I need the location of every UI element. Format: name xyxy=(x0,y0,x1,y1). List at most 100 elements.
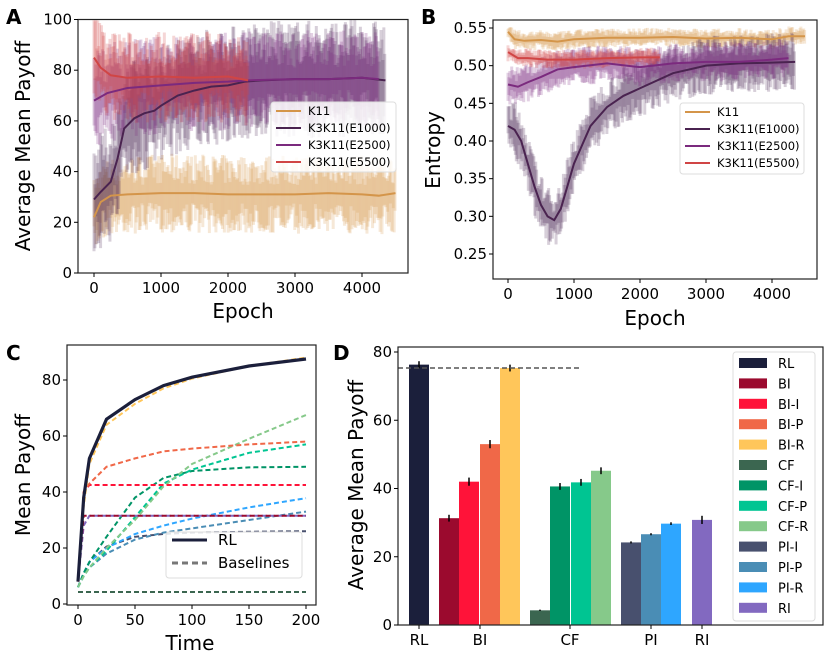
bar-bi-p xyxy=(480,444,500,625)
curve-cf-i xyxy=(77,465,307,588)
d-xtick-label: PI xyxy=(644,631,657,649)
p0-ytick-label: 0 xyxy=(62,264,72,282)
curve-rl xyxy=(76,357,307,582)
p1-ytick-label: 0.50 xyxy=(454,57,487,75)
series-line-k3k11e1000 xyxy=(507,60,796,222)
p1-xtick-label: 0 xyxy=(503,285,513,303)
legend-label: CF xyxy=(778,459,795,474)
legend-label: BI-I xyxy=(778,398,799,413)
p0-frame xyxy=(77,18,409,274)
series-line-k11 xyxy=(507,31,805,43)
curve-cf-p xyxy=(77,443,307,588)
bar-pi-p xyxy=(641,534,661,625)
p2-ytick-label: 60 xyxy=(42,427,61,445)
curve-cf-r xyxy=(77,414,307,588)
series-line-k3k11e5500 xyxy=(507,51,660,61)
bar-pi-i xyxy=(621,542,641,625)
legend-label: PI-P xyxy=(778,561,802,576)
legend xyxy=(270,101,397,173)
legend-swatch xyxy=(739,521,767,532)
legend-label: BI-P xyxy=(778,418,803,433)
legend-swatch xyxy=(739,378,767,389)
p2-ytick-label: 20 xyxy=(42,539,61,557)
legend-swatch xyxy=(739,358,767,368)
p1-ytick-label: 0.25 xyxy=(454,245,487,263)
legend-label: K11 xyxy=(308,104,330,118)
p1-xtick-label: 4000 xyxy=(753,285,791,303)
legend-label: BI-R xyxy=(778,439,804,454)
p0-xtick-label: 0 xyxy=(89,279,99,297)
legend-label: PI-R xyxy=(778,581,803,596)
legend-label: K3K11(E2500) xyxy=(308,138,391,152)
p0-ytick-label: 40 xyxy=(53,163,72,181)
p2-xtick-label: 100 xyxy=(178,611,207,629)
p0-xtick-label: 4000 xyxy=(343,279,381,297)
p3-ytick-label: 60 xyxy=(373,411,392,429)
legend-swatch xyxy=(739,480,767,491)
p3-ytick-label: 40 xyxy=(373,480,392,498)
c-xlabel: Time xyxy=(165,631,215,655)
legend-label: K3K11(E1000) xyxy=(308,121,391,135)
legend-label: RL xyxy=(778,357,795,372)
legend-swatch xyxy=(739,398,767,409)
bar-cf-p xyxy=(571,482,591,625)
legend-label: PI-I xyxy=(778,541,798,556)
legend-label: RI xyxy=(778,602,791,617)
p3-ytick-label: 0 xyxy=(382,616,392,634)
series-line-k3k11e2500 xyxy=(507,57,789,88)
p1-ytick-label: 0.30 xyxy=(454,207,487,225)
bar-cf xyxy=(530,610,550,625)
p1-ytick-label: 0.55 xyxy=(454,19,487,37)
legend xyxy=(679,102,805,175)
d-xtick-label: BI xyxy=(473,631,488,649)
p2-ytick-label: 80 xyxy=(42,371,61,389)
legend-swatch xyxy=(739,562,767,572)
p3-frame xyxy=(397,346,824,626)
p2-xtick-label: 0 xyxy=(73,611,83,629)
p0-ytick-label: 80 xyxy=(53,61,72,79)
panel-label-b: B xyxy=(421,5,436,29)
legend-label: RL xyxy=(218,531,237,549)
p2-xtick-label: 200 xyxy=(292,611,321,629)
legend-swatch xyxy=(739,439,767,450)
p0-ytick-label: 20 xyxy=(53,213,72,231)
legend-label: K3K11(E5500) xyxy=(308,155,391,169)
curve-bi xyxy=(77,514,306,582)
bar-rl xyxy=(409,364,429,625)
legend-label: BI xyxy=(778,377,791,392)
series-line-k3k11e5500 xyxy=(93,56,249,82)
legend-label: K3K11(E2500) xyxy=(717,139,800,153)
bar-ri xyxy=(692,519,712,625)
series-line-k11 xyxy=(93,192,396,218)
panel-label-d: D xyxy=(333,341,350,365)
bar-bi xyxy=(439,518,459,625)
legend-label: K11 xyxy=(717,105,739,119)
a-ylabel: Average Mean Payoff xyxy=(11,39,35,251)
p0-xtick-label: 2000 xyxy=(209,279,247,297)
legend-swatch xyxy=(739,582,767,593)
p1-ytick-label: 0.40 xyxy=(454,132,487,150)
b-xlabel: Epoch xyxy=(624,306,685,330)
bar-bi-r xyxy=(500,368,520,625)
bar-cf-r xyxy=(591,470,611,625)
bar-pi-r xyxy=(661,523,681,625)
panel-label-a: A xyxy=(6,5,22,29)
bar-cf-i xyxy=(550,486,570,625)
p1-ytick-label: 0.35 xyxy=(454,170,487,188)
legend-swatch xyxy=(739,602,767,613)
p3-ytick-label: 20 xyxy=(373,548,392,566)
legend xyxy=(165,531,303,579)
p0-ytick-label: 100 xyxy=(43,11,72,29)
p0-ytick-label: 60 xyxy=(53,112,72,130)
p1-xtick-label: 2000 xyxy=(621,285,659,303)
panel-label-c: C xyxy=(6,341,21,365)
legend-label: Baselines xyxy=(218,554,290,572)
legend-swatch xyxy=(739,419,767,430)
p0-xtick-label: 3000 xyxy=(276,279,314,297)
legend-swatch xyxy=(739,460,767,470)
curve-pi-p xyxy=(77,510,307,588)
legend-label: CF-I xyxy=(778,479,803,494)
legend-label: CF-R xyxy=(778,520,808,535)
curve-bi-p xyxy=(77,440,307,582)
